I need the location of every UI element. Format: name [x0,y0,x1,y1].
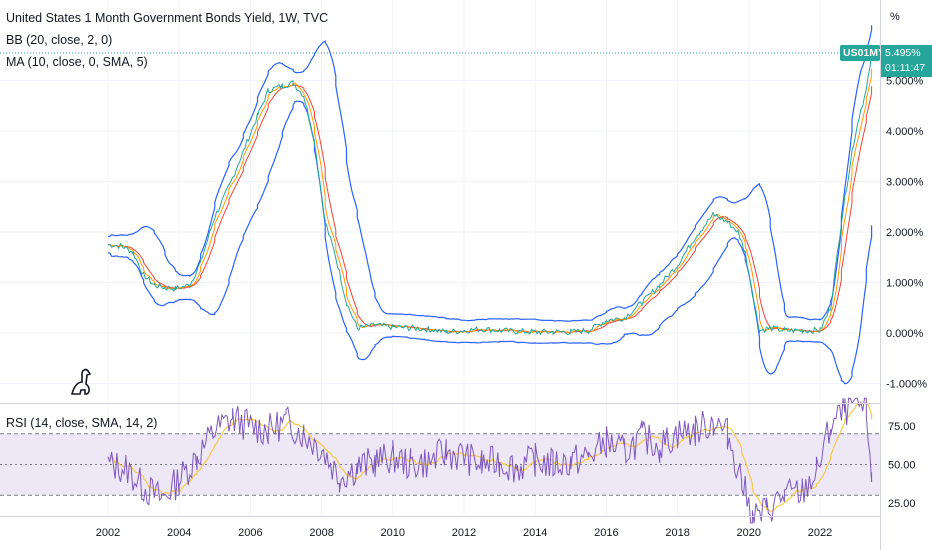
time-tick-label: 2022 [808,527,832,539]
last-price-value-tag: 5.495% 01:11:47 [881,45,932,77]
last-price-tag: US01MY [840,45,885,61]
price-tick-label: 3.000% [886,177,924,189]
rsi-tick-label: 75.00 [888,421,916,433]
time-tick-label: 2012 [452,527,476,539]
chart-title: United States 1 Month Government Bonds Y… [6,11,329,25]
time-tick-label: 2008 [309,527,333,539]
price-tick-label: 5.000% [886,76,924,88]
rsi-indicator-label[interactable]: RSI (14, close, SMA, 14, 2) [6,416,158,430]
rsi-tick-label: 25.00 [888,498,916,510]
time-tick-label: 2006 [238,527,262,539]
ma-indicator-label[interactable]: MA (10, close, 0, SMA, 5) [6,55,148,69]
price-tick-label: 4.000% [886,126,924,138]
time-tick-label: 2014 [523,527,547,539]
rsi-overbought-oversold-band [0,433,880,496]
time-tick-label: 2020 [737,527,761,539]
rsi-lines [107,397,873,524]
bb-upper-band [107,25,873,322]
price-tick-label: -1.000% [886,379,927,391]
price-series-line [107,53,873,336]
price-axis-ticks: 5.000% 4.000% 3.000% 2.000% 1.000% 0.000% -1.0… [886,76,927,391]
rsi-axis-ticks: 75.00 50.00 25.00 [888,421,916,510]
time-tick-label: 2016 [594,527,618,539]
price-line [107,53,873,336]
time-tick-label: 2002 [96,527,120,539]
price-tick-label: 1.000% [886,278,924,290]
last-price-value: 5.495% [885,47,921,59]
time-tick-label: 2010 [381,527,405,539]
tradingview-dino-logo [70,368,92,395]
time-axis-ticks: 2002 2004 2006 2008 2010 2012 2014 2016 2018 2020… [96,527,832,539]
bar-countdown: 01:11:47 [885,62,926,74]
price-tick-label: 0.000% [886,328,924,340]
time-tick-label: 2004 [167,527,191,539]
price-axis-unit: % [890,11,900,23]
rsi-ma-line [107,401,873,512]
time-tick-label: 2018 [665,527,689,539]
rsi-line [107,397,873,524]
price-tick-label: 2.000% [886,227,924,239]
symbol-tag: US01MY [843,47,886,59]
rsi-tick-label: 50.00 [888,460,916,472]
grid [0,0,880,516]
bb-indicator-label[interactable]: BB (20, close, 2, 0) [6,33,113,47]
ma-smoothing-line [107,68,873,334]
